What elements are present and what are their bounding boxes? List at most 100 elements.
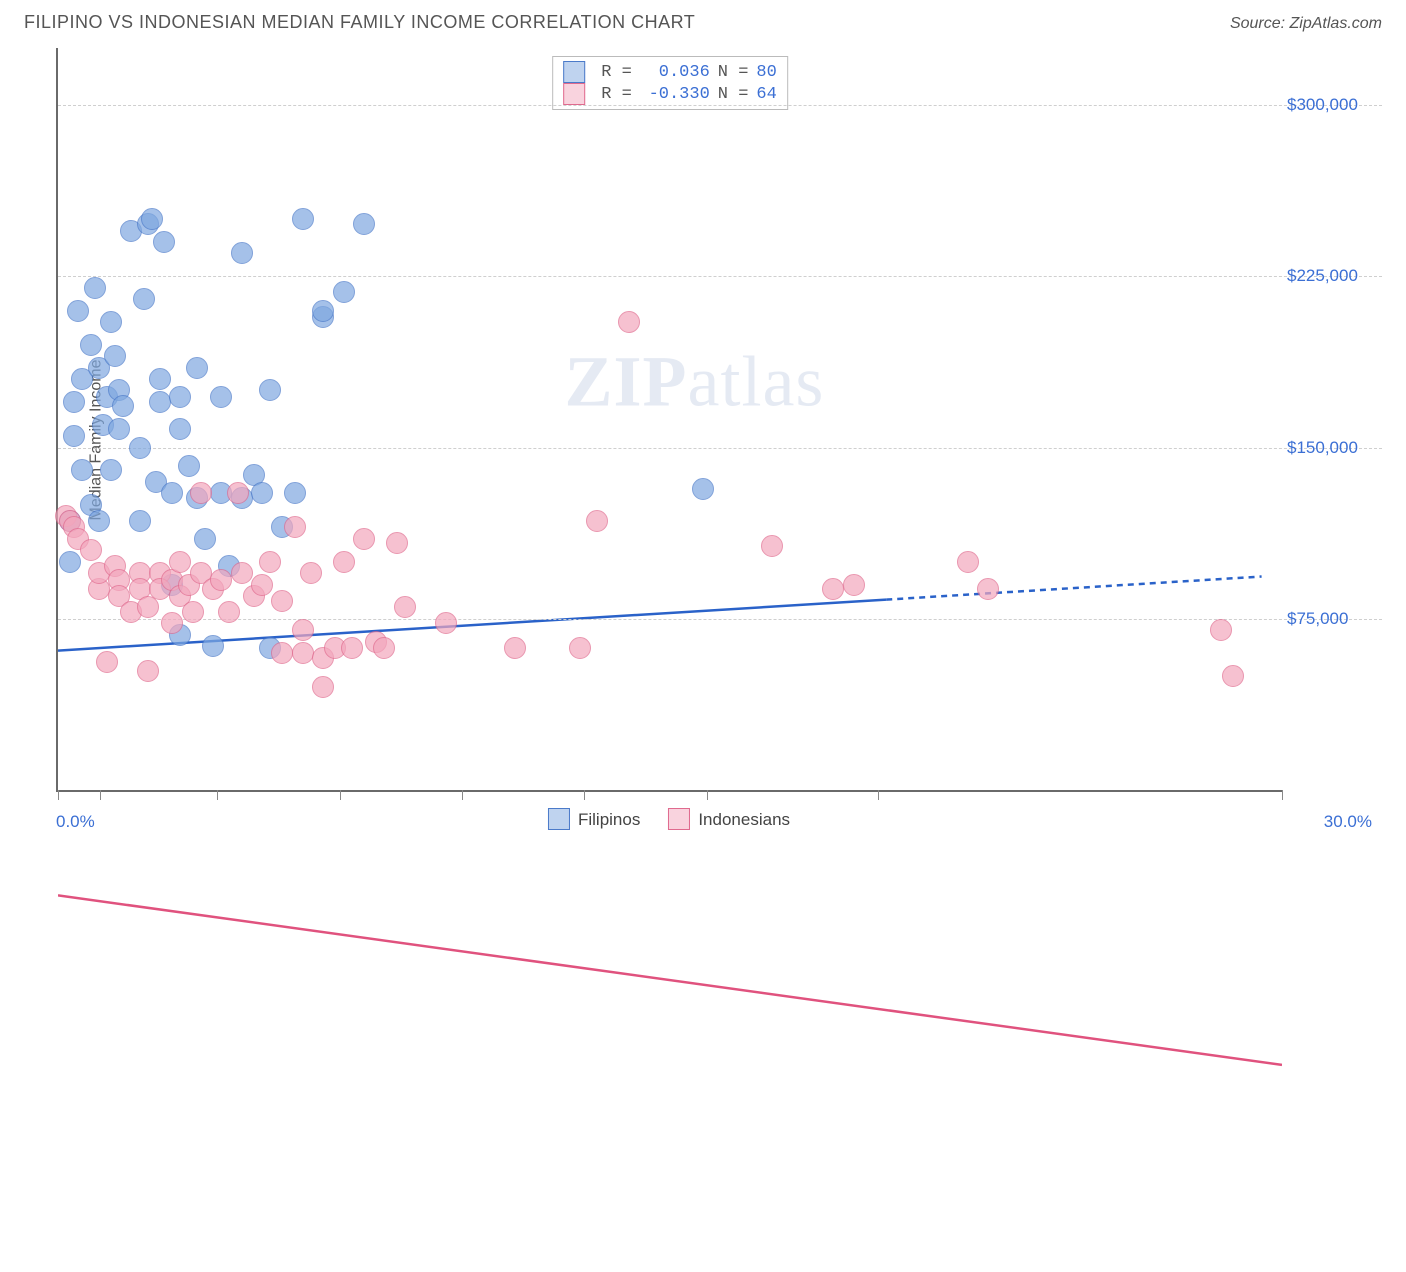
data-point-indonesians bbox=[137, 596, 159, 618]
data-point-filipinos bbox=[161, 482, 183, 504]
y-tick-label: $75,000 bbox=[1287, 609, 1377, 629]
legend-label-indonesians: Indonesians bbox=[698, 810, 790, 829]
source-attribution: Source: ZipAtlas.com bbox=[1230, 15, 1382, 33]
data-point-filipinos bbox=[284, 482, 306, 504]
data-point-indonesians bbox=[394, 596, 416, 618]
data-point-indonesians bbox=[190, 482, 212, 504]
data-point-filipinos bbox=[80, 334, 102, 356]
data-point-filipinos bbox=[104, 345, 126, 367]
data-point-indonesians bbox=[569, 637, 591, 659]
data-point-indonesians bbox=[386, 532, 408, 554]
data-point-filipinos bbox=[141, 208, 163, 230]
data-point-indonesians bbox=[353, 528, 375, 550]
plot-wrapper: Median Family Income ZIPatlas R = 0.036 … bbox=[48, 48, 1382, 832]
data-point-filipinos bbox=[153, 231, 175, 253]
x-tick bbox=[1282, 790, 1283, 800]
data-point-filipinos bbox=[259, 379, 281, 401]
y-tick-label: $225,000 bbox=[1287, 266, 1377, 286]
watermark-bold: ZIP bbox=[564, 341, 687, 421]
data-point-filipinos bbox=[129, 510, 151, 532]
data-point-indonesians bbox=[312, 676, 334, 698]
r-value-1: -0.330 bbox=[640, 85, 710, 104]
data-point-indonesians bbox=[292, 619, 314, 641]
data-point-indonesians bbox=[251, 574, 273, 596]
r-value-0: 0.036 bbox=[640, 63, 710, 82]
data-point-filipinos bbox=[63, 425, 85, 447]
swatch-filipinos-bottom bbox=[548, 808, 570, 830]
correlation-row-filipinos: R = 0.036 N = 80 bbox=[563, 61, 777, 83]
source-name: ZipAtlas.com bbox=[1290, 15, 1382, 32]
data-point-indonesians bbox=[218, 601, 240, 623]
data-point-indonesians bbox=[1222, 665, 1244, 687]
data-point-indonesians bbox=[284, 516, 306, 538]
data-point-indonesians bbox=[227, 482, 249, 504]
data-point-indonesians bbox=[618, 311, 640, 333]
gridline bbox=[58, 276, 1382, 277]
data-point-indonesians bbox=[80, 539, 102, 561]
data-point-indonesians bbox=[1210, 619, 1232, 641]
data-point-indonesians bbox=[182, 601, 204, 623]
watermark-light: atlas bbox=[688, 341, 825, 421]
data-point-indonesians bbox=[586, 510, 608, 532]
data-point-filipinos bbox=[88, 510, 110, 532]
data-point-filipinos bbox=[210, 386, 232, 408]
data-point-filipinos bbox=[149, 368, 171, 390]
data-point-filipinos bbox=[59, 551, 81, 573]
data-point-indonesians bbox=[843, 574, 865, 596]
data-point-filipinos bbox=[112, 395, 134, 417]
data-point-indonesians bbox=[292, 642, 314, 664]
data-point-filipinos bbox=[84, 277, 106, 299]
x-axis-row: 0.0% Filipinos Indonesians 30.0% bbox=[56, 796, 1282, 832]
data-point-filipinos bbox=[186, 357, 208, 379]
data-point-indonesians bbox=[333, 551, 355, 573]
data-point-indonesians bbox=[504, 637, 526, 659]
legend-item-filipinos: Filipinos bbox=[548, 808, 640, 830]
data-point-indonesians bbox=[169, 551, 191, 573]
data-point-indonesians bbox=[137, 660, 159, 682]
watermark: ZIPatlas bbox=[564, 340, 824, 423]
x-axis-max: 30.0% bbox=[1324, 812, 1372, 832]
data-point-filipinos bbox=[202, 635, 224, 657]
correlation-legend: R = 0.036 N = 80 R = -0.330 N = 64 bbox=[552, 56, 788, 110]
r-label-1: R = bbox=[601, 85, 632, 104]
source-prefix: Source: bbox=[1230, 15, 1290, 32]
data-point-filipinos bbox=[63, 391, 85, 413]
data-point-filipinos bbox=[692, 478, 714, 500]
data-point-indonesians bbox=[259, 551, 281, 573]
data-point-filipinos bbox=[149, 391, 171, 413]
legend-item-indonesians: Indonesians bbox=[668, 808, 790, 830]
data-point-filipinos bbox=[169, 386, 191, 408]
correlation-row-indonesians: R = -0.330 N = 64 bbox=[563, 83, 777, 105]
swatch-filipinos bbox=[563, 61, 585, 83]
data-point-filipinos bbox=[231, 242, 253, 264]
r-label-0: R = bbox=[601, 63, 632, 82]
data-point-filipinos bbox=[292, 208, 314, 230]
data-point-indonesians bbox=[341, 637, 363, 659]
data-point-filipinos bbox=[100, 311, 122, 333]
data-point-indonesians bbox=[435, 612, 457, 634]
data-point-indonesians bbox=[96, 651, 118, 673]
data-point-indonesians bbox=[822, 578, 844, 600]
data-point-filipinos bbox=[100, 459, 122, 481]
plot-area: ZIPatlas R = 0.036 N = 80 R = -0.330 N =… bbox=[56, 48, 1282, 792]
data-point-indonesians bbox=[210, 569, 232, 591]
n-value-0: 80 bbox=[756, 63, 776, 82]
data-point-filipinos bbox=[178, 455, 200, 477]
data-point-filipinos bbox=[108, 418, 130, 440]
n-label-0: N = bbox=[718, 63, 749, 82]
legend-label-filipinos: Filipinos bbox=[578, 810, 640, 829]
y-tick-label: $300,000 bbox=[1287, 95, 1377, 115]
data-point-indonesians bbox=[373, 637, 395, 659]
data-point-indonesians bbox=[761, 535, 783, 557]
data-point-indonesians bbox=[271, 642, 293, 664]
data-point-indonesians bbox=[161, 612, 183, 634]
chart-title: FILIPINO VS INDONESIAN MEDIAN FAMILY INC… bbox=[24, 12, 695, 33]
data-point-filipinos bbox=[67, 300, 89, 322]
swatch-indonesians-bottom bbox=[668, 808, 690, 830]
data-point-filipinos bbox=[353, 213, 375, 235]
data-point-indonesians bbox=[271, 590, 293, 612]
data-point-filipinos bbox=[194, 528, 216, 550]
data-point-filipinos bbox=[133, 288, 155, 310]
data-point-filipinos bbox=[312, 300, 334, 322]
data-point-indonesians bbox=[231, 562, 253, 584]
